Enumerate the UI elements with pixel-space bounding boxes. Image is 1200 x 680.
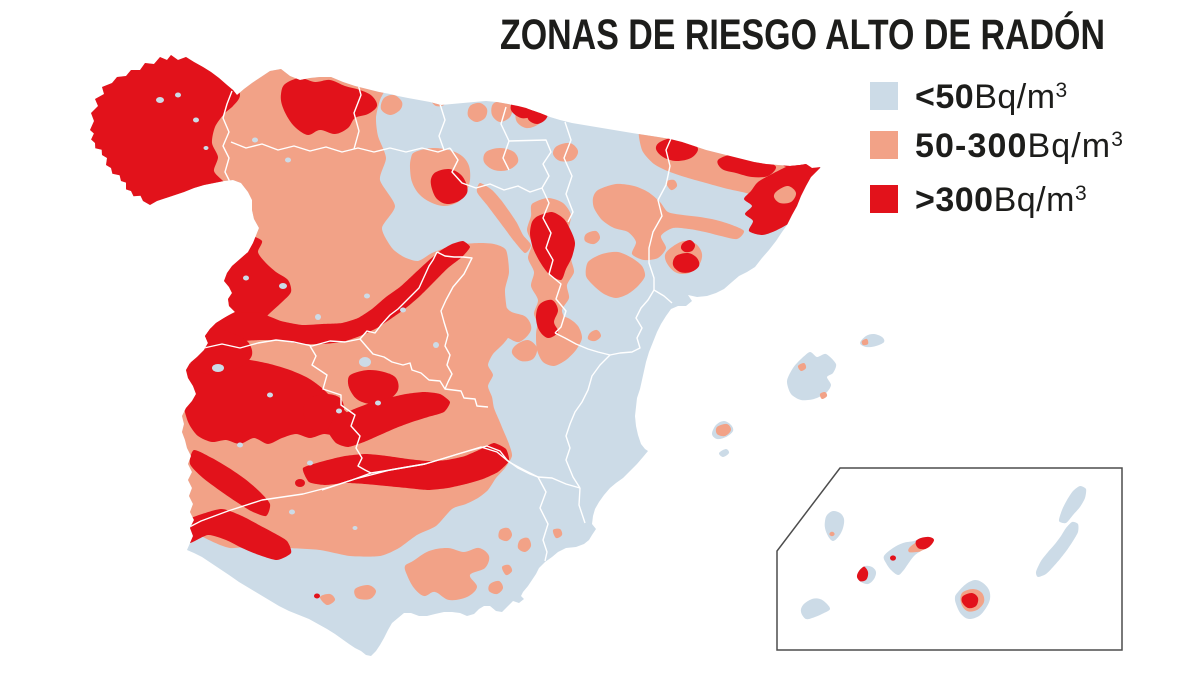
svg-text:50-300Bq/m3: 50-300Bq/m3 (915, 127, 1124, 165)
svg-text:ZONAS DE RIESGO ALTO DE RADÓN: ZONAS DE RIESGO ALTO DE RADÓN (500, 10, 1105, 59)
svg-text:<50Bq/m3: <50Bq/m3 (915, 78, 1068, 116)
svg-text:>300Bq/m3: >300Bq/m3 (915, 181, 1087, 219)
